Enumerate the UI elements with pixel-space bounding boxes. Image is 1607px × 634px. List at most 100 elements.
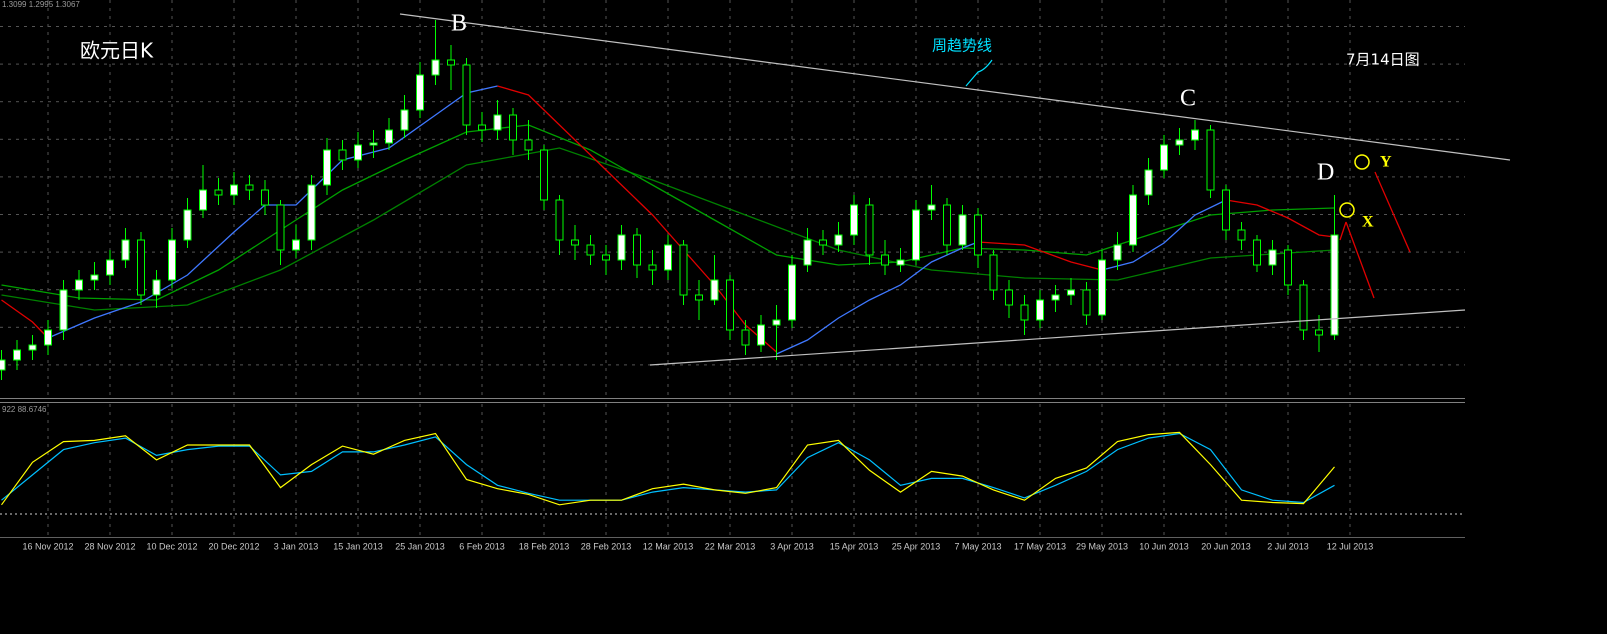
candle-body [1082, 289, 1091, 316]
candle-body [478, 124, 486, 131]
point-label: D [1317, 160, 1334, 186]
candle-body [602, 254, 610, 261]
candle-body [509, 114, 517, 141]
candle-body [1129, 194, 1137, 246]
x-tick-label: 7 May 2013 [954, 541, 1001, 551]
candle-body [834, 234, 843, 246]
candle-body [121, 239, 130, 261]
candle-body [540, 149, 548, 201]
candle-body [726, 279, 734, 331]
candle-body [881, 254, 889, 266]
projection-line [1339, 221, 1347, 241]
candle-body [44, 329, 52, 346]
trend-arrow [965, 59, 993, 87]
candle-body [617, 234, 626, 261]
chart-title: 欧元日K [80, 39, 154, 63]
x-tick-label: 17 May 2013 [1014, 541, 1066, 551]
candle-body [679, 244, 688, 296]
candle-body [183, 209, 192, 241]
candle-body [1253, 239, 1261, 266]
candle-body [369, 142, 378, 146]
candle-body [1330, 234, 1339, 336]
candle-body [59, 289, 68, 331]
x-tick-label: 18 Feb 2013 [519, 541, 570, 551]
candle-body [803, 239, 812, 266]
candle-body [648, 264, 657, 271]
candle-body [28, 344, 37, 351]
x-tick-label: 15 Jan 2013 [333, 541, 383, 551]
x-tick-label: 28 Nov 2012 [84, 541, 135, 551]
x-tick-label: 10 Jun 2013 [1139, 541, 1189, 551]
candle-body [943, 204, 951, 246]
lower-trend-line [649, 309, 1466, 366]
candle-body [1268, 249, 1277, 266]
projection-line [1374, 171, 1411, 253]
candle-body [0, 359, 6, 371]
target-circle [1339, 202, 1355, 218]
candle-body [695, 294, 703, 301]
price-header: 1.3099 1.2995 1.3067 [2, 0, 80, 9]
candle-body [1144, 169, 1153, 196]
candle-body [1222, 189, 1230, 231]
candle-body [276, 204, 285, 251]
candle-body [772, 319, 781, 326]
projection-line [1345, 221, 1375, 299]
candle-body [741, 329, 750, 346]
candle-body [199, 189, 207, 211]
candle-body [664, 244, 672, 271]
candle-body [1175, 139, 1184, 146]
x-tick-label: 12 Mar 2013 [643, 541, 694, 551]
candle-body [307, 184, 316, 241]
oscillator-header: 922 88.6746 [2, 405, 47, 414]
candle-body [1036, 299, 1044, 321]
candle-body [571, 239, 579, 246]
point-label: Y [1380, 154, 1392, 171]
candle-body [1051, 294, 1060, 301]
candle-body [1113, 244, 1122, 261]
x-tick-label: 15 Apr 2013 [830, 541, 879, 551]
oscillator-line [1, 431, 1335, 506]
candle-body [416, 74, 424, 111]
candle-body [958, 214, 967, 246]
candle-body [1206, 129, 1215, 191]
candle-body [462, 64, 471, 126]
candle-body [524, 139, 533, 151]
candle-body [974, 214, 982, 256]
trendline-label: 周趋势线 [932, 37, 992, 55]
candle-body [292, 239, 300, 251]
upper-trend-line [399, 13, 1511, 161]
candle-body [586, 244, 595, 256]
candle-body [400, 109, 409, 131]
candle-body [1315, 329, 1323, 336]
candle-body [493, 114, 502, 131]
candle-body [1020, 304, 1029, 321]
x-tick-label: 16 Nov 2012 [22, 541, 73, 551]
candle-body [431, 59, 440, 76]
x-tick-label: 3 Jan 2013 [274, 541, 319, 551]
moving-average [1, 147, 1335, 311]
candle-body [1067, 289, 1075, 296]
date-note: 7月14日图 [1346, 51, 1420, 69]
candle-body [912, 209, 920, 261]
x-tick-label: 6 Feb 2013 [459, 541, 505, 551]
point-label: B [451, 11, 467, 37]
candle-body [927, 204, 936, 211]
candle-body [1005, 289, 1013, 306]
candle-body [757, 324, 765, 346]
x-tick-label: 25 Apr 2013 [892, 541, 941, 551]
candle-body [1160, 144, 1168, 171]
point-label: X [1362, 214, 1374, 231]
x-tick-label: 28 Feb 2013 [581, 541, 632, 551]
oscillator-line [1, 432, 1335, 504]
candle-body [106, 259, 114, 276]
x-tick-label: 20 Dec 2012 [208, 541, 259, 551]
candle-body [137, 239, 145, 296]
target-circle [1354, 154, 1370, 170]
x-tick-label: 2 Jul 2013 [1267, 541, 1309, 551]
x-tick-label: 20 Jun 2013 [1201, 541, 1251, 551]
candle-body [447, 59, 455, 66]
candle-body [385, 129, 393, 144]
candle-body [819, 239, 827, 246]
x-tick-label: 12 Jul 2013 [1327, 541, 1374, 551]
